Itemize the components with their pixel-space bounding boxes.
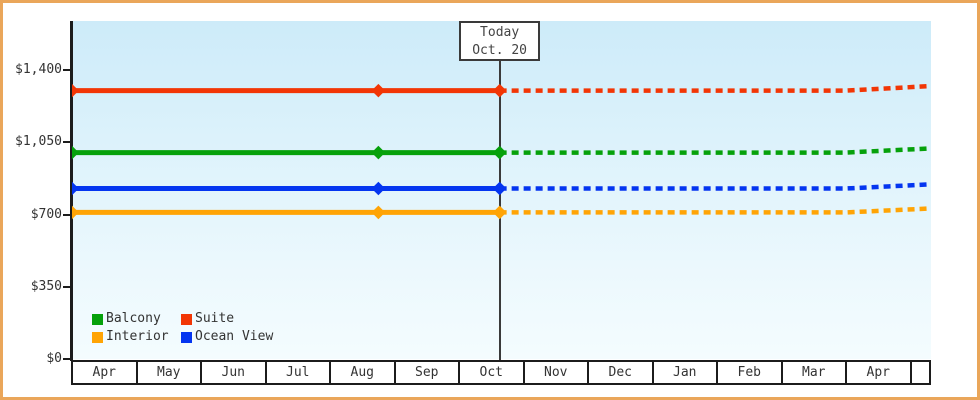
legend-label: Suite [195,311,235,326]
data-point-diamond [492,205,507,220]
legend-item-balcony: Balcony [92,312,181,326]
series-line-projected [499,206,930,215]
data-point-diamond [492,181,507,196]
legend-item-suite: Suite [181,312,273,326]
month-cell: Mar [783,362,847,383]
data-point-diamond [72,83,79,98]
y-tick-mark [63,358,71,360]
today-marker-box: Today Oct. 20 [459,21,541,61]
series-line-projected [499,83,930,93]
legend-label: Ocean View [195,329,274,344]
balcony-swatch-icon [92,313,103,325]
legend: Balcony Suite Interior Ocean View [92,312,273,344]
month-cell: Oct [460,362,525,383]
month-cell: Apr [847,362,912,383]
month-cell: Sep [396,362,460,383]
data-point-diamond [371,181,386,196]
month-cell-empty [912,362,930,383]
y-tick-label: $0 [46,351,62,366]
data-point-diamond [371,83,386,98]
month-cell: Nov [525,362,589,383]
month-cell: May [138,362,202,383]
month-cell: Jun [202,362,267,383]
y-tick-label: $1,400 [15,62,62,77]
y-tick-mark [63,285,71,288]
x-axis-month-band: Apr May Jun Jul Aug Sep Oct Nov Dec Jan Feb Mar Apr [71,360,931,385]
chart-series-canvas [72,83,930,220]
month-cell: Jan [654,362,718,383]
y-tick-label: $350 [30,278,62,294]
series-line-projected [499,146,930,155]
legend-label: Interior [106,329,169,344]
ocean-view-swatch-icon [181,331,192,343]
series-line-projected [499,182,930,191]
today-date: Oct. 20 [472,43,528,58]
y-tick-mark [63,213,71,216]
y-tick-mark [63,69,71,71]
data-point-diamond [72,181,79,196]
y-tick-mark [63,141,71,144]
data-point-diamond [72,205,79,220]
data-point-diamond [371,205,386,220]
legend-item-interior: Interior [92,330,181,344]
data-point-diamond [492,83,507,98]
month-cell: Aug [331,362,396,383]
interior-swatch-icon [92,331,103,343]
data-point-diamond [72,145,79,160]
today-label: Today [480,25,520,40]
month-cell: Apr [73,362,138,383]
data-point-diamond [492,145,507,160]
y-tick-label: $1,050 [15,134,62,150]
legend-label: Balcony [106,311,161,326]
data-point-diamond [371,145,386,160]
month-cell: Dec [589,362,654,383]
month-cell: Jul [267,362,331,383]
y-tick-label: $700 [30,206,62,222]
suite-swatch-icon [181,313,192,325]
legend-item-ocean-view: Ocean View [181,330,273,344]
month-cell: Feb [718,362,783,383]
